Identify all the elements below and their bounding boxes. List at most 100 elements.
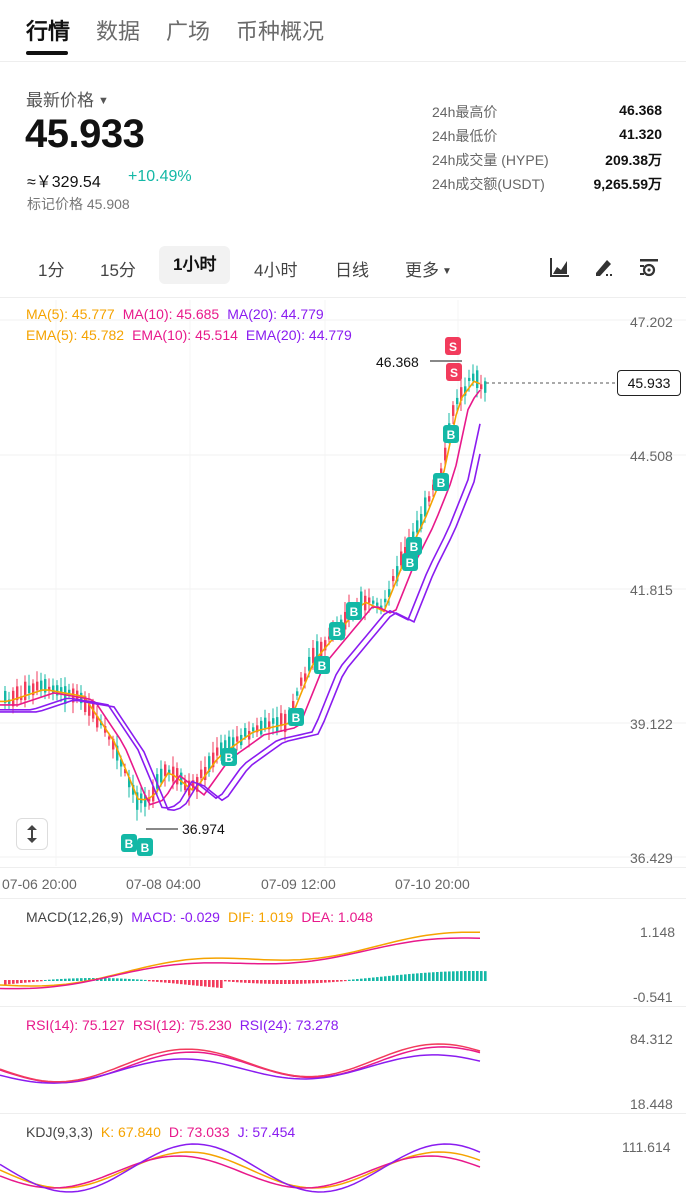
candle-body [216, 747, 219, 756]
interval-1d[interactable]: 日线 [335, 261, 369, 280]
macd-histogram-bar [272, 980, 275, 984]
indicator-chart-icon[interactable] [549, 256, 571, 278]
macd-histogram-bar [480, 971, 483, 981]
macd-histogram-bar [256, 980, 259, 984]
interval-1m[interactable]: 1分 [38, 261, 65, 280]
macd-histogram-bar [460, 971, 463, 981]
stat-turnover: 24h成交额(USDT) 9,265.59万 [432, 174, 662, 198]
macd-histogram-bar [244, 980, 247, 983]
interval-15m[interactable]: 15分 [100, 261, 136, 280]
buy-marker-label: B [350, 605, 359, 619]
macd-histogram-bar [64, 978, 67, 981]
ma10-value: MA(10): 45.685 [122, 306, 220, 322]
candle-body [120, 759, 123, 767]
candle-body [108, 736, 111, 740]
candle-body [476, 370, 479, 389]
macd-histogram-bar [188, 980, 191, 985]
macd-histogram-bar [364, 978, 367, 981]
buy-marker [406, 537, 422, 555]
dif-value: DIF: 1.019 [227, 909, 294, 925]
divider [0, 297, 686, 298]
stat-value: 209.38万 [605, 152, 662, 168]
macd-histogram-bar [192, 980, 195, 986]
buy-marker-label: B [225, 751, 234, 765]
candle-body [212, 752, 215, 768]
macd-histogram-bar [376, 977, 379, 981]
candle-body [204, 766, 207, 781]
macd-histogram-bar [228, 980, 231, 982]
candle-body [376, 602, 379, 606]
candle-body [236, 736, 239, 742]
ma20-value: MA(20): 44.779 [227, 306, 324, 322]
candle-body [136, 792, 139, 810]
macd-histogram-bar [148, 980, 151, 982]
candle-body [388, 589, 391, 597]
macd-histogram-bar [264, 980, 267, 984]
buy-marker [121, 834, 137, 852]
macd-histogram-bar [472, 971, 475, 981]
candle-body [276, 717, 279, 733]
macd-histogram-bar [432, 972, 435, 981]
active-tab-underline [26, 51, 68, 55]
candle-body [28, 685, 31, 694]
kdj-axis-label: 111.614 [622, 1139, 671, 1155]
candle-body [244, 728, 247, 737]
ma5-value: MA(5): 45.777 [26, 306, 115, 322]
ema-legend: EMA(5): 45.782 EMA(10): 45.514 EMA(20): 44… [26, 327, 360, 343]
candle-body [172, 766, 175, 782]
macd-histogram-bar [304, 980, 307, 984]
time-axis-label: 07-09 12:00 [261, 876, 336, 892]
chart-settings-icon[interactable] [638, 256, 660, 278]
macd-histogram-bar [400, 974, 403, 981]
tab-square[interactable]: 广场 [166, 19, 211, 44]
candle-body [152, 786, 155, 802]
macd-histogram-bar [312, 980, 315, 984]
macd-histogram-bar [24, 980, 27, 983]
candle-body [272, 718, 275, 724]
macd-histogram-bar [100, 978, 103, 981]
buy-marker [443, 425, 459, 443]
tab-coin-overview[interactable]: 币种概况 [236, 19, 325, 44]
macd-histogram-bar [128, 978, 131, 981]
macd-title: MACD(12,26,9) [26, 909, 124, 925]
tab-data[interactable]: 数据 [96, 19, 141, 44]
buy-marker [402, 553, 418, 571]
candle-body [412, 531, 415, 538]
interval-more[interactable]: 更多 ▼ [405, 256, 452, 281]
price-type-selector[interactable]: 最新价格 ▼ [26, 86, 109, 111]
macd-histogram-bar [428, 972, 431, 981]
candle-body [164, 764, 167, 776]
candle-body [320, 641, 323, 658]
candle-body [24, 681, 27, 700]
macd-histogram-bar [408, 974, 411, 981]
more-label: 更多 [405, 261, 439, 280]
mark-price: 标记价格 45.908 [27, 196, 130, 212]
candle-body [132, 784, 135, 795]
macd-histogram-bar [124, 978, 127, 981]
rsi14-value: RSI(14): 75.127 [26, 1017, 125, 1033]
candle-body [8, 699, 11, 704]
macd-histogram-bar [412, 973, 415, 981]
candle-body [220, 742, 223, 757]
macd-histogram-bar [316, 980, 319, 984]
expand-chart-button[interactable] [16, 818, 48, 850]
macd-histogram-bar [372, 977, 375, 981]
interval-1h[interactable]: 1小时 [159, 246, 231, 284]
macd-histogram-bar [160, 980, 163, 983]
candle-body [400, 551, 403, 566]
macd-histogram-bar [296, 980, 299, 984]
candle-body [280, 713, 283, 727]
tab-market[interactable]: 行情 [26, 19, 71, 44]
macd-histogram-bar [4, 980, 7, 985]
interval-4h[interactable]: 4小时 [254, 261, 298, 280]
candle-body [144, 795, 147, 807]
macd-histogram-bar [384, 976, 387, 981]
draw-pen-icon[interactable] [593, 256, 615, 278]
candle-body [468, 377, 471, 381]
macd-histogram-bar [232, 980, 235, 982]
buy-marker-label: B [410, 540, 419, 554]
stat-label: 24h成交额(USDT) [432, 176, 545, 192]
candle-body [472, 373, 475, 381]
candle-body [20, 696, 23, 701]
